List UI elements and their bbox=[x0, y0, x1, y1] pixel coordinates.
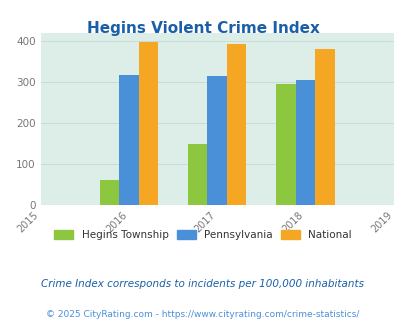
Bar bbox=[226, 44, 246, 205]
Text: Crime Index corresponds to incidents per 100,000 inhabitants: Crime Index corresponds to incidents per… bbox=[41, 279, 364, 289]
Bar bbox=[119, 75, 138, 205]
Bar bbox=[100, 180, 119, 205]
Bar bbox=[207, 76, 226, 205]
Legend: Hegins Township, Pennsylvania, National: Hegins Township, Pennsylvania, National bbox=[50, 225, 355, 244]
Bar bbox=[188, 144, 207, 205]
Bar bbox=[314, 49, 334, 205]
Text: Hegins Violent Crime Index: Hegins Violent Crime Index bbox=[86, 21, 319, 36]
Text: © 2025 CityRating.com - https://www.cityrating.com/crime-statistics/: © 2025 CityRating.com - https://www.city… bbox=[46, 310, 359, 319]
Bar bbox=[276, 84, 295, 205]
Bar bbox=[138, 42, 158, 205]
Bar bbox=[295, 80, 314, 205]
